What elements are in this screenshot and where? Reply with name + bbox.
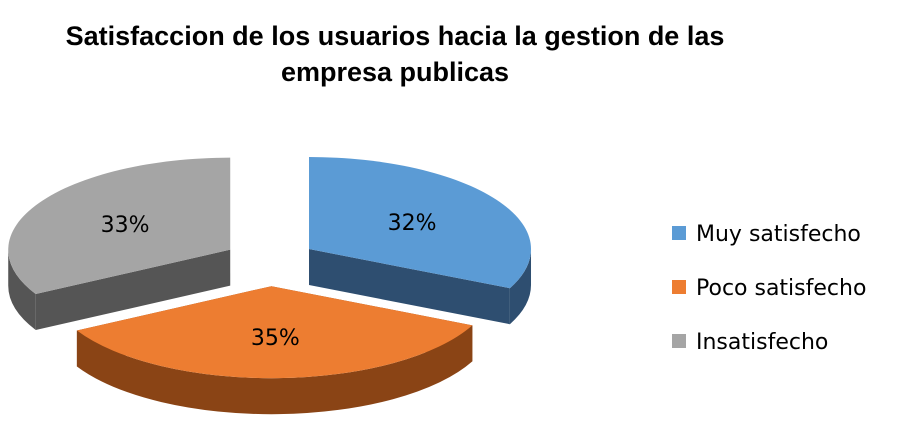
slice-rim [509, 249, 532, 325]
legend-swatch-muy-satisfecho [672, 226, 686, 240]
slice-wall [35, 249, 231, 331]
legend-label-poco-satisfecho: Poco satisfecho [696, 276, 866, 301]
slice-rim [8, 249, 36, 331]
legend-swatch-insatisfecho [672, 334, 686, 348]
pie-slice-muy-satisfecho [309, 157, 532, 325]
chart-title: Satisfaccion de los usuarios hacia la ge… [0, 18, 790, 90]
legend-label-muy-satisfecho: Muy satisfecho [696, 222, 861, 247]
chart-title-line-2: empresa publicas [280, 57, 510, 87]
chart-title-line-1: Satisfaccion de los usuarios hacia la ge… [65, 21, 725, 51]
slice-label-muy-satisfecho: 32% [388, 211, 437, 236]
pie-slice-insatisfecho [8, 157, 231, 331]
slice-wall [309, 249, 510, 325]
legend: Muy satisfecho Poco satisfecho Insatisfech… [672, 222, 866, 355]
legend-label-insatisfecho: Insatisfecho [696, 330, 828, 355]
slice-top [76, 286, 473, 379]
slice-rim [76, 325, 473, 415]
slice-top [309, 157, 532, 289]
slice-label-poco-satisfecho: 35% [251, 326, 300, 351]
pie-slice-poco-satisfecho [76, 286, 473, 415]
slice-label-insatisfecho: 33% [101, 213, 150, 238]
legend-swatch-poco-satisfecho [672, 280, 686, 294]
slice-top [8, 157, 231, 295]
